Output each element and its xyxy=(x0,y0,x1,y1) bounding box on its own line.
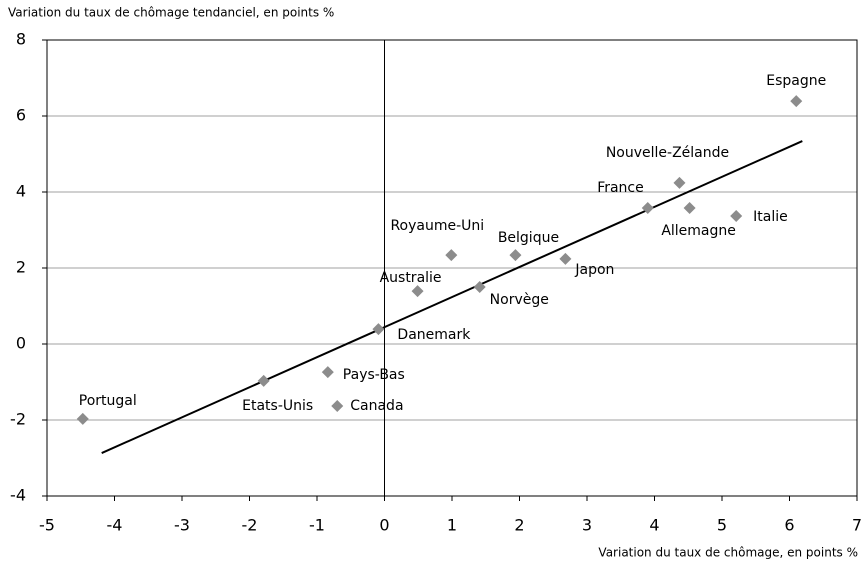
point xyxy=(559,252,572,265)
x-tick-label: -5 xyxy=(39,516,55,535)
point-label: Japon xyxy=(574,262,614,278)
x-axis-label: Variation du taux de chômage, en points … xyxy=(598,546,858,560)
x-tick-label: -2 xyxy=(242,516,258,535)
point xyxy=(673,176,686,189)
point-label: Espagne xyxy=(766,73,826,89)
x-tick-label: 0 xyxy=(379,516,389,535)
point-label: Etats-Unis xyxy=(242,398,313,414)
point xyxy=(372,323,385,336)
y-tick-label: 4 xyxy=(16,182,26,201)
x-tick-label: 7 xyxy=(852,516,862,535)
point-label: France xyxy=(597,180,644,196)
point-label: Australie xyxy=(380,270,442,286)
x-tick-label: 2 xyxy=(514,516,524,535)
x-tick-label: -3 xyxy=(174,516,190,535)
point xyxy=(411,285,424,298)
point-label: Pays-Bas xyxy=(343,367,405,383)
point xyxy=(445,249,458,262)
point-label: Canada xyxy=(350,398,403,414)
point xyxy=(683,201,696,214)
chart-title: Variation du taux de chômage tendanciel,… xyxy=(8,6,334,20)
y-tick-label: 6 xyxy=(16,106,26,125)
plot-frame xyxy=(46,39,858,497)
y-tick-label: 0 xyxy=(16,334,26,353)
point-label: Norvège xyxy=(490,292,549,308)
x-tick-label: 5 xyxy=(717,516,727,535)
x-tick-label: 6 xyxy=(784,516,794,535)
point-label: Portugal xyxy=(79,393,137,409)
point xyxy=(321,366,334,379)
y-tick-label: 8 xyxy=(16,30,26,49)
point-label: Italie xyxy=(753,209,788,225)
y-tick-label: 2 xyxy=(16,258,26,277)
point xyxy=(641,201,654,214)
x-tick-label: -4 xyxy=(107,516,123,535)
point xyxy=(790,95,803,108)
point-label: Danemark xyxy=(397,327,471,343)
point xyxy=(331,399,344,412)
x-tick-label: 4 xyxy=(649,516,659,535)
y-tick-label: -4 xyxy=(10,486,26,505)
x-tick-label: 1 xyxy=(447,516,457,535)
point xyxy=(730,209,743,222)
point xyxy=(509,249,522,262)
point xyxy=(257,374,270,387)
point-label: Nouvelle-Zélande xyxy=(606,145,729,161)
point xyxy=(473,281,486,293)
point-label: Royaume-Uni xyxy=(390,218,484,234)
point xyxy=(76,412,89,425)
x-tick-label: 3 xyxy=(582,516,592,535)
trend-line xyxy=(101,140,803,454)
point-label: Allemagne xyxy=(661,223,736,239)
x-tick-label: -1 xyxy=(309,516,325,535)
point-label: Belgique xyxy=(498,230,559,246)
y-tick-label: -2 xyxy=(10,410,26,429)
